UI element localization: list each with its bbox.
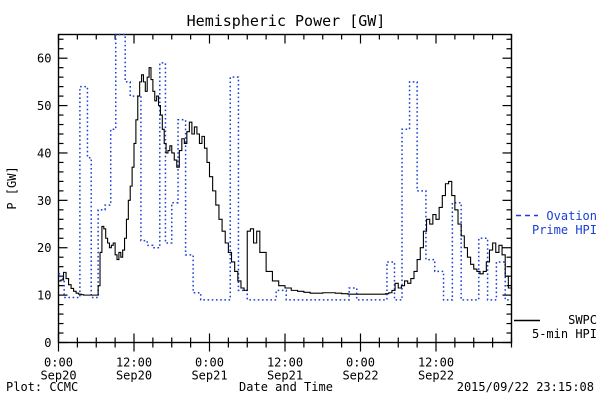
y-tick-label: 60 [37, 52, 51, 66]
series-swpc-5min-hpi [58, 67, 513, 296]
y-tick-label: 10 [37, 289, 51, 303]
legend-ovation-prime: Ovation Prime HPI [516, 209, 597, 237]
y-tick-label: 40 [37, 146, 51, 160]
series-ovation-prime-hpi [58, 33, 512, 301]
x-tick-label-date: Sep22 [342, 369, 378, 383]
y-axis-label: P [GW] [5, 166, 19, 209]
x-tick-label-time: 12:00 [267, 356, 303, 370]
x-tick-label-date: Sep20 [40, 369, 76, 383]
y-axis-ticks [58, 38, 512, 344]
y-tick-label: 0 [44, 336, 51, 350]
legend-label-ovation-line1: Ovation [546, 209, 597, 223]
x-axis-label: Date and Time [239, 380, 333, 394]
x-tick-label-time: 12:00 [418, 356, 454, 370]
x-tick-label-date: Sep21 [267, 369, 303, 383]
x-tick-label-time: 0:00 [195, 356, 224, 370]
y-tick-label: 30 [37, 194, 51, 208]
chart-title: Hemispheric Power [GW] [187, 12, 386, 30]
legend-label-swpc-line2: 5-min HPI [532, 327, 597, 341]
legend-label-ovation-line2: Prime HPI [532, 223, 597, 237]
x-tick-label-time: 12:00 [116, 356, 152, 370]
x-tick-label-date: Sep20 [116, 369, 152, 383]
x-axis-tick-labels: 0:00Sep2012:00Sep200:00Sep2112:00Sep210:… [40, 356, 454, 383]
x-tick-label-time: 0:00 [346, 356, 375, 370]
x-tick-label-time: 0:00 [44, 356, 73, 370]
legend-swpc-5min: SWPC 5-min HPI [514, 313, 597, 341]
y-tick-label: 50 [37, 99, 51, 113]
y-axis-tick-labels: 0 10 20 30 40 50 60 [37, 52, 51, 350]
x-tick-label-date: Sep22 [418, 369, 454, 383]
legend-label-swpc-line1: SWPC [568, 313, 597, 327]
y-tick-label: 20 [37, 241, 51, 255]
plot-credit: Plot: CCMC [6, 380, 78, 394]
plot-timestamp: 2015/09/22 23:15:08 [457, 380, 594, 394]
x-axis-ticks [57, 34, 513, 352]
x-tick-label-date: Sep21 [191, 369, 227, 383]
